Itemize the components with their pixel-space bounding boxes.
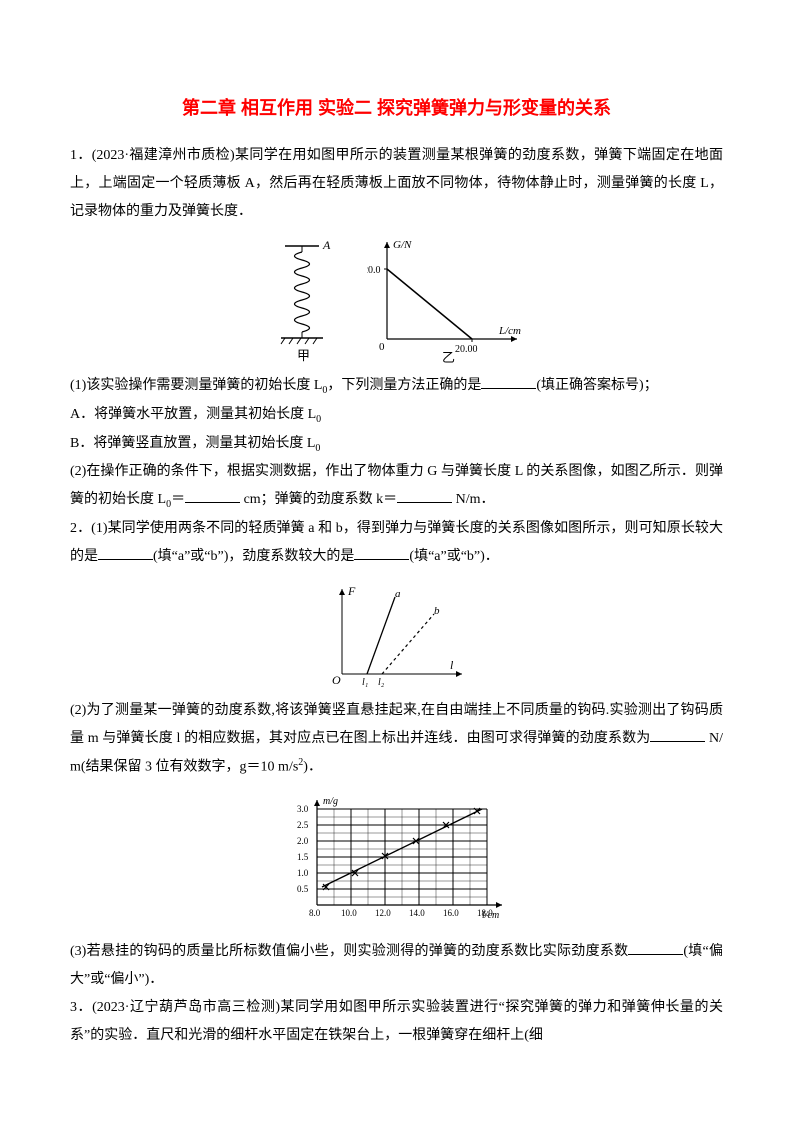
- blank: [481, 375, 536, 389]
- O-label: O: [332, 673, 341, 687]
- q1-p2: (2)在操作正确的条件下，根据实测数据，作出了物体重力 G 与弹簧长度 L 的关…: [70, 458, 723, 515]
- q1-p2-d: N/m．: [452, 492, 494, 507]
- fig-jia: A 甲: [267, 234, 337, 364]
- x-label: L/cm: [498, 325, 521, 337]
- svg-text:0: 0: [379, 341, 385, 353]
- q1-p1-a: (1)该实验操作需要测量弹簧的初始长度 L: [70, 378, 322, 393]
- blank3: [397, 489, 452, 503]
- q2-p3-a: (3)若悬挂的钩码的质量比所标数值偏小些，则实验测得的弹簧的劲度系数比实际劲度系…: [70, 944, 628, 959]
- xt1: 10.0: [341, 908, 357, 918]
- q2-stem: 2．(1)某同学使用两条不同的轻质弹簧 a 和 b，得到弹力与弹簧长度的关系图像…: [70, 515, 723, 571]
- q2-stem-c: (填“a”或“b”)．: [409, 549, 498, 564]
- xt3: 14.0: [409, 908, 425, 918]
- q1-stem: 1．(2023·福建漳州市质检)某同学在用如图甲所示的装置测量某根弹簧的劲度系数…: [70, 142, 723, 226]
- blank5: [354, 546, 409, 560]
- q2-fig1: F l O a l₁ b l₂: [322, 579, 472, 689]
- label-yi: 乙: [442, 350, 455, 364]
- q2-p2: (2)为了测量某一弹簧的劲度系数,将该弹簧竖直悬挂起来,在自由端挂上不同质量的钩…: [70, 697, 723, 782]
- yt1: 1.0: [297, 868, 309, 878]
- q2-fig1-wrap: F l O a l₁ b l₂: [70, 579, 723, 689]
- b-label: b: [434, 605, 440, 617]
- q1-optA: A．将弹簧水平放置，测量其初始长度 L0: [70, 401, 723, 430]
- page-title: 第二章 相互作用 实验二 探究弹簧弹力与形变量的关系: [70, 90, 723, 126]
- xt2: 12.0: [375, 908, 391, 918]
- sub0a: 0: [316, 414, 321, 425]
- x-tick: 20.00: [455, 344, 478, 355]
- q1-figures: A 甲 G/N L/cm 20.0 20.00 0 乙: [70, 234, 723, 364]
- mg-label: m/g: [323, 796, 338, 807]
- q1-p2-c: cm；弹簧的劲度系数 k＝: [240, 492, 397, 507]
- yt0: 0.5: [297, 884, 309, 894]
- blank6: [650, 728, 705, 742]
- q2-fig2-wrap: m/g l/cm: [70, 790, 723, 930]
- label-A: A: [322, 238, 331, 252]
- l2-label: l₂: [378, 677, 385, 688]
- yt3: 2.0: [297, 836, 309, 846]
- q1-optB: B．将弹簧竖直放置，测量其初始长度 L0: [70, 430, 723, 459]
- q2-p2-a: (2)为了测量某一弹簧的劲度系数,将该弹簧竖直悬挂起来,在自由端挂上不同质量的钩…: [70, 703, 723, 746]
- y-label: G/N: [393, 239, 412, 251]
- sub0b: 0: [315, 442, 320, 453]
- xt4: 16.0: [443, 908, 459, 918]
- blank4: [98, 546, 153, 560]
- q2-p3: (3)若悬挂的钩码的质量比所标数值偏小些，则实验测得的弹簧的劲度系数比实际劲度系…: [70, 938, 723, 994]
- F-label: F: [347, 584, 356, 598]
- blank7: [628, 941, 683, 955]
- q2-p2-c: )．: [303, 760, 322, 775]
- fig-yi: G/N L/cm 20.0 20.00 0 乙: [367, 234, 527, 364]
- l-label: l: [450, 658, 454, 672]
- yt5: 3.0: [297, 804, 309, 814]
- optB-text: B．将弹簧竖直放置，测量其初始长度 L: [70, 436, 315, 451]
- yt2: 1.5: [297, 852, 309, 862]
- y-tick: 20.0: [367, 265, 381, 276]
- yt4: 2.5: [297, 820, 309, 830]
- xt5: 18.0: [477, 908, 493, 918]
- blank2: [185, 489, 240, 503]
- q2-fig2: m/g l/cm: [277, 790, 517, 930]
- a-label: a: [395, 588, 401, 600]
- xt0: 8.0: [309, 908, 321, 918]
- q1-p2-b: ＝: [171, 492, 185, 507]
- l1-label: l₁: [362, 677, 368, 688]
- q3-stem: 3．(2023·辽宁葫芦岛市高三检测)某同学用如图甲所示实验装置进行“探究弹簧的…: [70, 994, 723, 1050]
- optA-text: A．将弹簧水平放置，测量其初始长度 L: [70, 407, 316, 422]
- q1-p1-b: ，下列测量方法正确的是: [327, 378, 481, 393]
- q2-stem-b: (填“a”或“b”)，劲度系数较大的是: [153, 549, 354, 564]
- q1-p1: (1)该实验操作需要测量弹簧的初始长度 L0，下列测量方法正确的是(填正确答案标…: [70, 372, 723, 401]
- label-jia: 甲: [297, 348, 310, 363]
- q1-p1-c: (填正确答案标号)；: [536, 378, 657, 393]
